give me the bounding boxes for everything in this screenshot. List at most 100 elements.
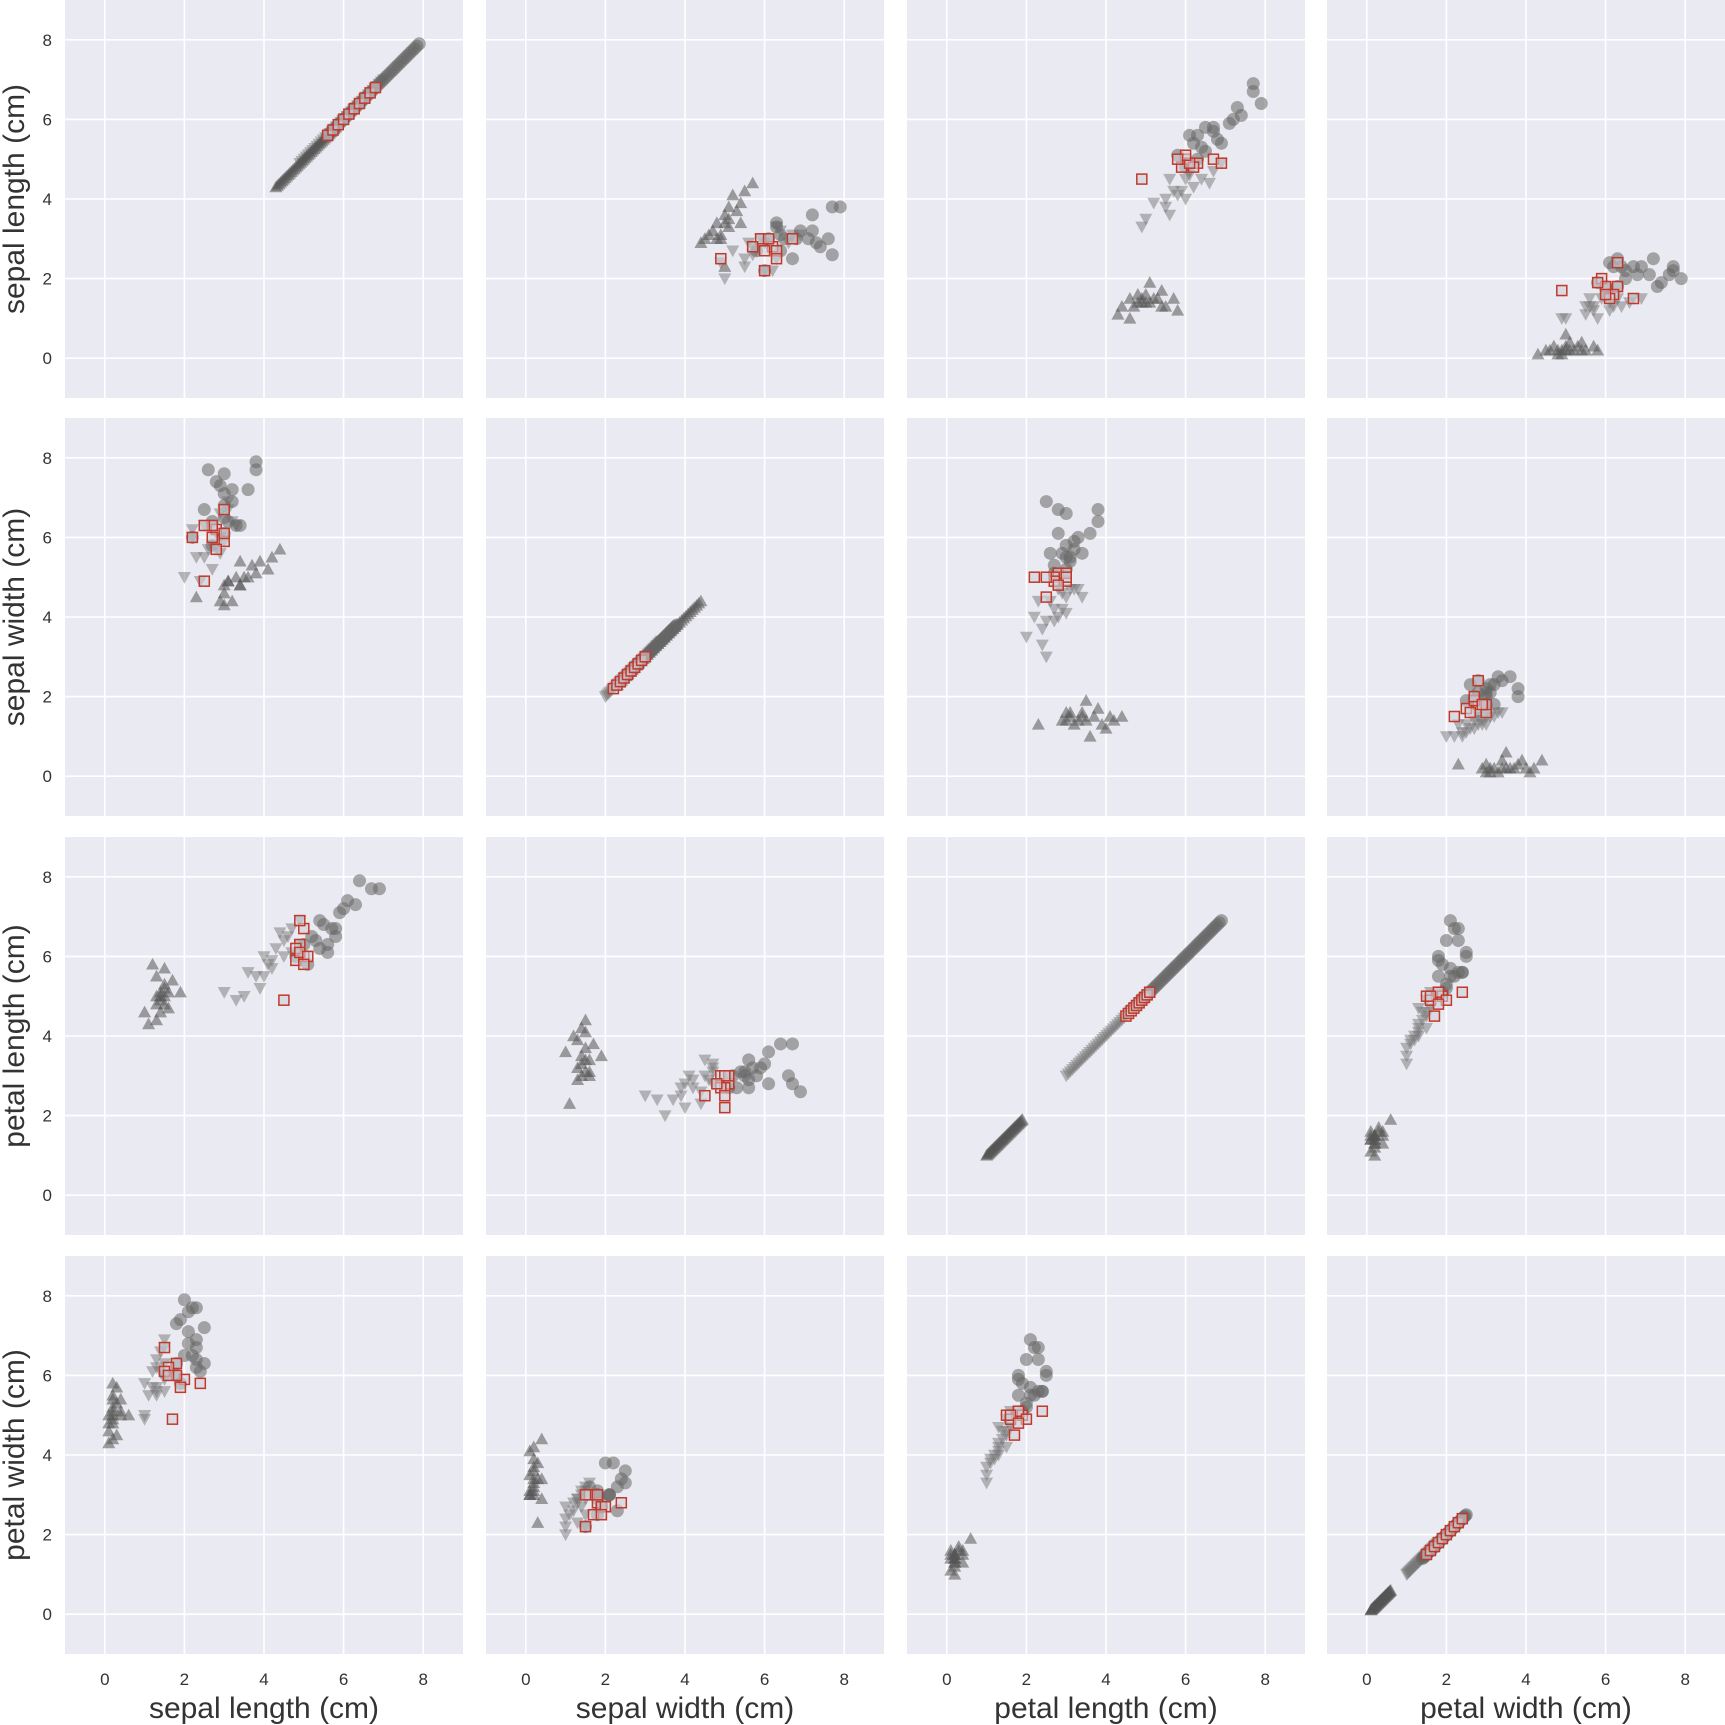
data-point-triangle-up [575, 1057, 589, 1070]
data-point-triangle-down [980, 1469, 994, 1482]
data-point-circle [1031, 1352, 1045, 1366]
data-point-triangle-up [102, 1424, 116, 1437]
y-axis-label: petal width (cm) [0, 1349, 31, 1561]
data-point-circle [1091, 514, 1105, 528]
data-point-square [719, 1070, 731, 1082]
data-point-triangle-up [1123, 311, 1137, 324]
data-point-square [278, 994, 290, 1006]
data-point-triangle-down [158, 1386, 171, 1398]
data-point-circle [1439, 933, 1453, 947]
panel-3-3 [1327, 1256, 1725, 1654]
data-point-triangle-up [213, 594, 227, 607]
data-point-circle [1075, 546, 1089, 560]
data-point-circle [670, 618, 684, 632]
data-point-circle [738, 1069, 752, 1083]
data-point-square [1052, 579, 1064, 591]
data-point-triangle-up [527, 1476, 541, 1489]
data-point-triangle-up [726, 188, 740, 201]
data-point-triangle-down [205, 564, 219, 576]
data-point-triangle-up [1099, 721, 1113, 734]
y-tick-label: 4 [43, 190, 52, 209]
x-tick-label: 6 [339, 1670, 348, 1689]
x-tick-label: 6 [1181, 1670, 1190, 1689]
data-point-circle [233, 518, 247, 532]
data-point-triangle-down [265, 955, 279, 967]
data-point-triangle-up [535, 1492, 549, 1504]
data-point-circle [1206, 120, 1220, 134]
data-point-triangle-down [1495, 707, 1509, 720]
data-point-triangle-down [567, 1505, 581, 1518]
data-point-triangle-down [1059, 591, 1073, 604]
data-point-triangle-down [1071, 583, 1085, 596]
panel-points-1-3 [1439, 670, 1549, 778]
data-point-circle [197, 503, 211, 517]
data-point-triangle-down [277, 951, 291, 963]
panel-points-2-1 [559, 1013, 807, 1123]
data-point-triangle-up [217, 586, 231, 599]
data-point-circle [1455, 965, 1469, 979]
data-point-triangle-down [1179, 193, 1193, 206]
data-point-triangle-down [138, 1410, 152, 1422]
data-point-triangle-up [233, 578, 247, 591]
data-point-square [1171, 153, 1184, 165]
y-tick-label: 8 [43, 31, 52, 50]
panel-1-2 [907, 418, 1305, 816]
data-point-circle [225, 483, 239, 497]
data-point-triangle-down [1075, 591, 1089, 604]
panel-points-1-2 [1019, 495, 1129, 742]
data-point-circle [412, 37, 426, 51]
data-point-square [1060, 571, 1072, 583]
y-axis-label: sepal length (cm) [0, 84, 31, 314]
x-tick-label: 0 [521, 1670, 530, 1689]
data-point-triangle-down [559, 1529, 573, 1542]
panel-points-3-1 [523, 1432, 632, 1542]
data-point-triangle-up [1123, 292, 1137, 304]
x-axis-label: sepal length (cm) [149, 1692, 379, 1725]
data-point-triangle-up [106, 1376, 120, 1389]
data-point-triangle-up [718, 260, 732, 272]
data-point-square [1136, 173, 1148, 185]
data-point-triangle-up [1559, 339, 1573, 352]
x-tick-label: 0 [942, 1670, 951, 1689]
data-point-circle [1503, 670, 1517, 684]
data-point-triangle-down [980, 1477, 994, 1490]
panel-points-3-3 [1364, 1508, 1473, 1616]
data-point-triangle-down [1059, 607, 1073, 620]
data-point-triangle-up [154, 1005, 168, 1018]
data-point-triangle-up [1551, 343, 1565, 356]
data-point-triangle-down [1035, 639, 1049, 652]
data-point-circle [1059, 550, 1073, 564]
data-point-triangle-down [146, 1366, 160, 1378]
data-point-circle [333, 906, 347, 920]
data-point-triangle-down [1455, 727, 1469, 739]
data-point-triangle-down [1135, 221, 1149, 234]
data-point-triangle-down [1000, 1441, 1013, 1454]
y-tick-label: 2 [43, 270, 52, 289]
data-point-triangle-up [1384, 1583, 1398, 1596]
data-point-square [1008, 1429, 1021, 1441]
data-point-triangle-up [734, 216, 748, 229]
data-point-triangle-up [527, 1460, 541, 1473]
x-tick-label: 8 [1260, 1670, 1269, 1689]
y-tick-label: 4 [43, 1446, 52, 1465]
data-point-square [1591, 276, 1604, 289]
data-point-circle [1634, 260, 1648, 274]
data-point-circle [762, 1045, 776, 1059]
data-point-triangle-down [674, 1090, 688, 1103]
y-tick-label: 8 [43, 1287, 52, 1306]
data-point-square [719, 1089, 731, 1102]
data-point-triangle-up [1171, 303, 1185, 316]
data-point-triangle-up [1376, 1125, 1390, 1137]
data-point-triangle-down [726, 245, 740, 258]
data-point-triangle-down [281, 931, 295, 943]
panel-3-1 [486, 1256, 884, 1654]
data-point-triangle-down [1579, 309, 1593, 321]
y-tick-label: 8 [43, 868, 52, 887]
data-point-triangle-down [1159, 193, 1173, 206]
data-point-square [1028, 571, 1041, 583]
data-point-triangle-down [1615, 301, 1629, 313]
data-point-triangle-up [575, 1049, 589, 1062]
data-point-triangle-up [138, 1005, 152, 1018]
data-point-circle [1214, 136, 1228, 150]
